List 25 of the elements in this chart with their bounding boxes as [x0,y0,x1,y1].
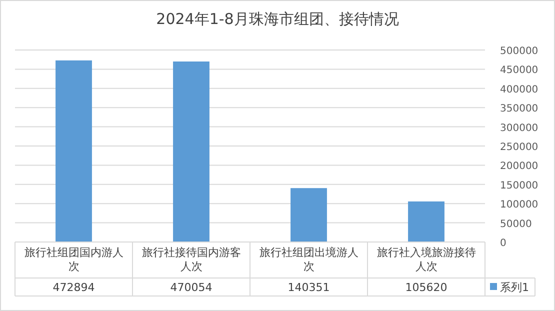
data-label: 140351 [288,281,330,294]
y-tick-label: 250000 [500,142,538,153]
y-tick-label: 0 [500,238,506,249]
bar [173,62,210,242]
y-tick-label: 400000 [500,84,538,96]
y-tick-label: 350000 [500,104,538,115]
x-tick-label: 旅行社组团国内游人次 [24,246,124,273]
y-tick-label: 450000 [500,65,538,76]
bar [290,188,327,242]
y-tick-label: 150000 [500,180,538,192]
x-tick-label: 旅行社入境旅游接待人次 [376,246,476,273]
bar [56,60,92,242]
data-label: 105620 [405,281,448,294]
chart-title: 2024年1-8月珠海市组团、接待情况 [156,10,399,28]
bar [408,201,444,242]
y-tick-label: 100000 [500,200,538,211]
x-tick-label: 旅行社组团出境游人次 [259,246,358,273]
y-tick-label: 50000 [500,218,532,230]
y-tick-label: 500000 [500,46,538,57]
legend-label: 系列1 [500,281,529,294]
y-tick-label: 300000 [500,122,538,134]
y-tick-label: 200000 [500,161,538,172]
data-label: 472894 [52,281,95,294]
data-label: 470054 [170,281,212,294]
x-tick-label: 旅行社接待国内游客人次 [142,246,241,273]
